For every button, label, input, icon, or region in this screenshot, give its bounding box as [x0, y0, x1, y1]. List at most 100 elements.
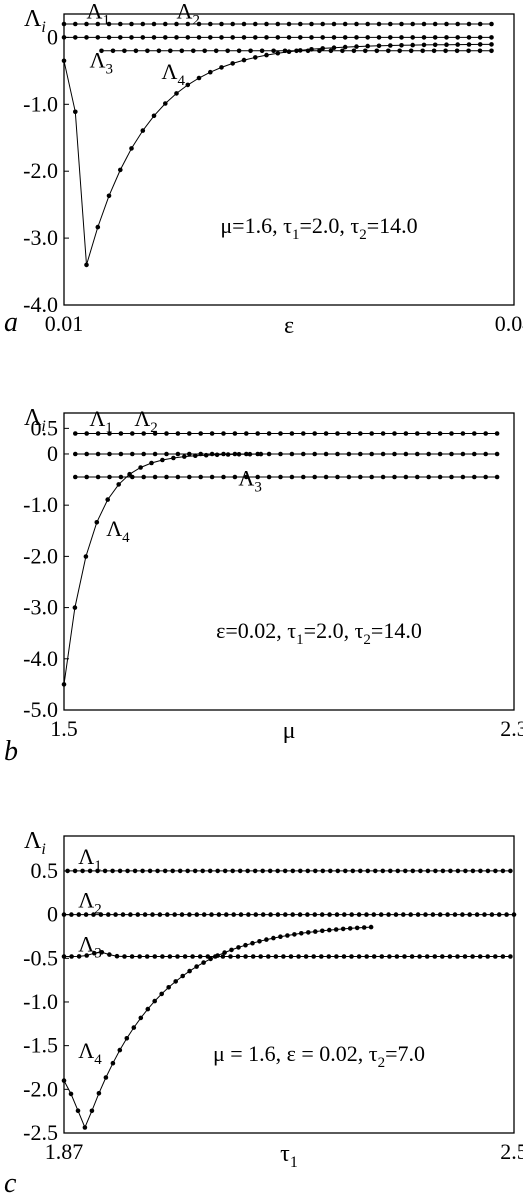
data-point [395, 868, 401, 874]
data-point [84, 21, 89, 27]
y-tick-label: -1.5 [23, 1033, 58, 1058]
data-point [432, 42, 438, 48]
data-point [107, 474, 112, 480]
data-point [401, 912, 406, 917]
data-point [80, 868, 85, 874]
y-tick-label: -3.0 [23, 595, 58, 620]
data-point [278, 431, 283, 436]
data-point [278, 934, 283, 939]
data-point [437, 451, 443, 457]
data-point [444, 42, 449, 47]
data-point [335, 431, 340, 436]
data-point [106, 193, 112, 199]
data-point [173, 979, 178, 984]
data-point [144, 954, 150, 959]
data-point [275, 50, 281, 56]
data-point [349, 912, 355, 917]
data-point [403, 451, 409, 457]
series-lambda-2 [73, 451, 500, 457]
data-point [118, 167, 123, 173]
data-point [432, 21, 438, 27]
data-point [166, 985, 171, 990]
data-point [95, 474, 101, 480]
data-point [333, 927, 339, 932]
data-point [117, 868, 123, 874]
data-point [452, 912, 458, 917]
data-point [243, 942, 248, 948]
data-point [424, 954, 430, 959]
data-point [95, 431, 101, 436]
data-point [118, 35, 123, 40]
series-label-lambda-2: Λ2 [134, 406, 157, 436]
data-point [203, 452, 209, 458]
data-point [236, 48, 242, 54]
data-point [331, 45, 337, 50]
data-point [477, 42, 483, 47]
data-point [342, 21, 348, 27]
series-lambda-4 [61, 42, 494, 268]
data-point [266, 451, 272, 457]
data-point [335, 868, 341, 874]
data-point [290, 912, 296, 917]
data-point [200, 868, 205, 874]
data-point [466, 48, 471, 54]
data-point [292, 932, 297, 937]
data-point [478, 868, 483, 874]
data-point [365, 21, 371, 27]
data-point [95, 868, 100, 874]
data-point [151, 35, 157, 40]
series-lambda-2 [61, 912, 517, 917]
data-point [354, 925, 360, 931]
data-point [216, 912, 222, 917]
data-point [238, 912, 244, 917]
data-point [120, 912, 126, 917]
data-point [260, 912, 266, 917]
data-point [485, 954, 491, 959]
data-point [289, 431, 295, 436]
series-lambda-1 [61, 21, 494, 27]
data-point [421, 35, 427, 40]
data-point [477, 35, 483, 40]
data-point [141, 451, 146, 457]
data-point [170, 868, 175, 874]
data-point [107, 451, 112, 457]
data-point [157, 912, 163, 917]
y-tick-label: -2.0 [23, 543, 58, 568]
y-tick-label: -0.5 [23, 945, 58, 970]
data-point [187, 431, 192, 436]
data-point [145, 1006, 151, 1012]
data-point [152, 998, 157, 1004]
data-point [432, 35, 438, 40]
y-tick-label: -2.0 [23, 1076, 58, 1101]
data-point [296, 954, 301, 959]
data-point [73, 109, 78, 115]
data-point [83, 554, 89, 559]
data-point [371, 954, 377, 959]
data-point [354, 35, 359, 40]
data-point [380, 431, 386, 436]
data-point [361, 925, 367, 930]
data-point [455, 21, 461, 27]
data-point [415, 451, 420, 457]
data-point [241, 57, 247, 63]
data-point [151, 21, 157, 27]
data-point [196, 75, 202, 81]
data-point [128, 912, 133, 917]
y-tick-label: -2.5 [23, 1120, 58, 1145]
data-point [250, 940, 255, 946]
data-point [94, 520, 100, 525]
data-point [408, 48, 414, 54]
data-point [358, 474, 363, 480]
data-point [328, 48, 334, 54]
data-point [107, 952, 112, 957]
data-point [392, 451, 397, 457]
data-point [133, 48, 139, 54]
data-point [380, 868, 386, 874]
data-point [175, 474, 181, 480]
data-point [460, 474, 466, 480]
data-point [319, 912, 325, 917]
data-point [250, 954, 256, 959]
data-point [114, 953, 120, 959]
data-point [118, 21, 123, 27]
